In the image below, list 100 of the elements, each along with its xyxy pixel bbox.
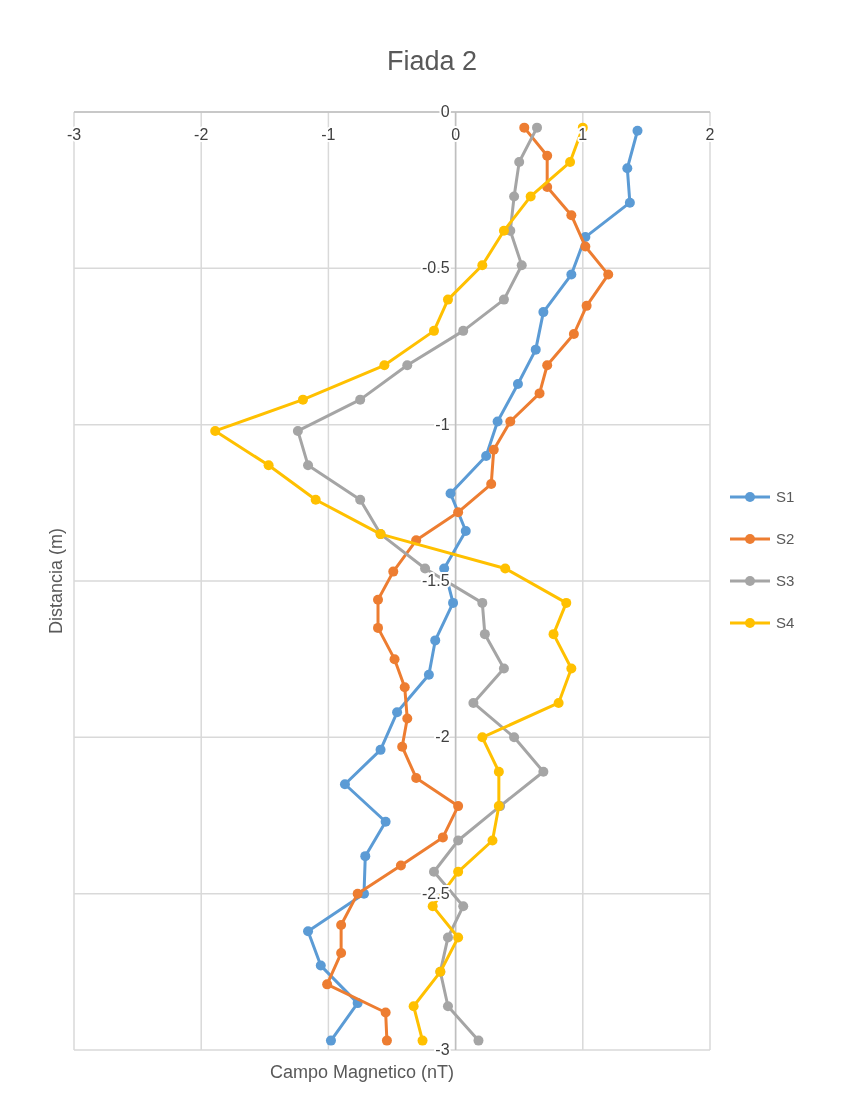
point xyxy=(542,360,553,371)
y-tick-label: 0 xyxy=(440,103,450,120)
point xyxy=(561,597,572,608)
point xyxy=(397,741,408,752)
x-tick-label: -3 xyxy=(66,126,82,143)
x-tick-label: 2 xyxy=(705,126,715,143)
y-axis-title: Distancia (m) xyxy=(46,527,66,635)
point xyxy=(498,294,509,305)
point xyxy=(538,766,549,777)
point xyxy=(402,713,413,724)
point xyxy=(375,744,386,755)
point xyxy=(389,654,400,665)
point xyxy=(458,325,469,336)
point xyxy=(430,635,441,646)
point xyxy=(355,394,366,405)
point xyxy=(439,563,450,574)
point xyxy=(624,197,635,208)
point xyxy=(417,1035,428,1046)
point xyxy=(453,801,464,812)
y-tick-label: -1 xyxy=(435,415,450,433)
y-tick-label: -2 xyxy=(435,728,450,746)
point xyxy=(581,300,592,311)
point xyxy=(373,594,384,605)
y-tick-label: -0.5 xyxy=(422,259,450,277)
legend-label: S1 xyxy=(776,488,795,505)
point xyxy=(498,225,509,236)
x-tick-label: -2 xyxy=(194,126,209,143)
point xyxy=(423,669,434,680)
point xyxy=(532,122,543,133)
point xyxy=(622,163,633,174)
point xyxy=(388,566,399,577)
point xyxy=(411,772,422,783)
point xyxy=(477,732,488,743)
y-tick-label: -3 xyxy=(435,1041,450,1058)
point xyxy=(468,697,479,708)
point xyxy=(542,150,553,161)
point xyxy=(392,707,403,718)
chart-title: Fiada 2 xyxy=(386,46,478,76)
point xyxy=(481,450,492,461)
point xyxy=(408,1001,419,1012)
point xyxy=(565,157,576,168)
point xyxy=(442,932,453,943)
point xyxy=(453,866,464,877)
point xyxy=(381,1035,392,1046)
point xyxy=(498,663,509,674)
point xyxy=(603,269,614,280)
point xyxy=(420,563,431,574)
point xyxy=(297,394,308,405)
point xyxy=(428,325,439,336)
point xyxy=(530,344,541,355)
point xyxy=(566,663,577,674)
point xyxy=(514,157,525,168)
point xyxy=(553,697,564,708)
point xyxy=(473,1035,484,1046)
point xyxy=(395,860,406,871)
point xyxy=(315,960,326,971)
point xyxy=(460,525,471,536)
point xyxy=(352,888,363,899)
point xyxy=(427,901,438,912)
point xyxy=(336,948,347,959)
point xyxy=(512,379,523,390)
point xyxy=(566,210,577,221)
y-tick-label: -1.5 xyxy=(422,572,450,589)
point xyxy=(566,269,577,280)
point xyxy=(360,851,371,862)
point xyxy=(453,932,464,943)
point xyxy=(486,479,497,490)
point xyxy=(500,563,511,574)
x-axis-title: Campo Magnetico (nT) xyxy=(269,1062,455,1082)
point xyxy=(534,388,545,399)
point xyxy=(442,1001,453,1012)
point xyxy=(453,507,464,518)
point xyxy=(379,360,390,371)
point xyxy=(448,597,459,608)
x-tick-label: 0 xyxy=(451,126,461,143)
point xyxy=(509,732,520,743)
point xyxy=(210,425,221,436)
point xyxy=(437,832,448,843)
point xyxy=(445,488,456,499)
point xyxy=(303,460,314,471)
legend-label: S3 xyxy=(776,572,795,589)
point xyxy=(492,416,503,427)
point xyxy=(580,241,591,252)
point xyxy=(292,425,303,436)
point xyxy=(453,835,464,846)
point xyxy=(525,191,536,202)
point xyxy=(399,682,410,693)
point xyxy=(458,901,469,912)
x-tick-label: -1 xyxy=(321,126,336,143)
point xyxy=(442,294,453,305)
point xyxy=(538,307,549,318)
point xyxy=(428,866,439,877)
point xyxy=(303,926,314,937)
point xyxy=(568,328,579,339)
point xyxy=(505,416,516,427)
point xyxy=(632,125,643,136)
point xyxy=(373,622,384,633)
point xyxy=(477,597,488,608)
point xyxy=(336,919,347,930)
point xyxy=(493,766,504,777)
